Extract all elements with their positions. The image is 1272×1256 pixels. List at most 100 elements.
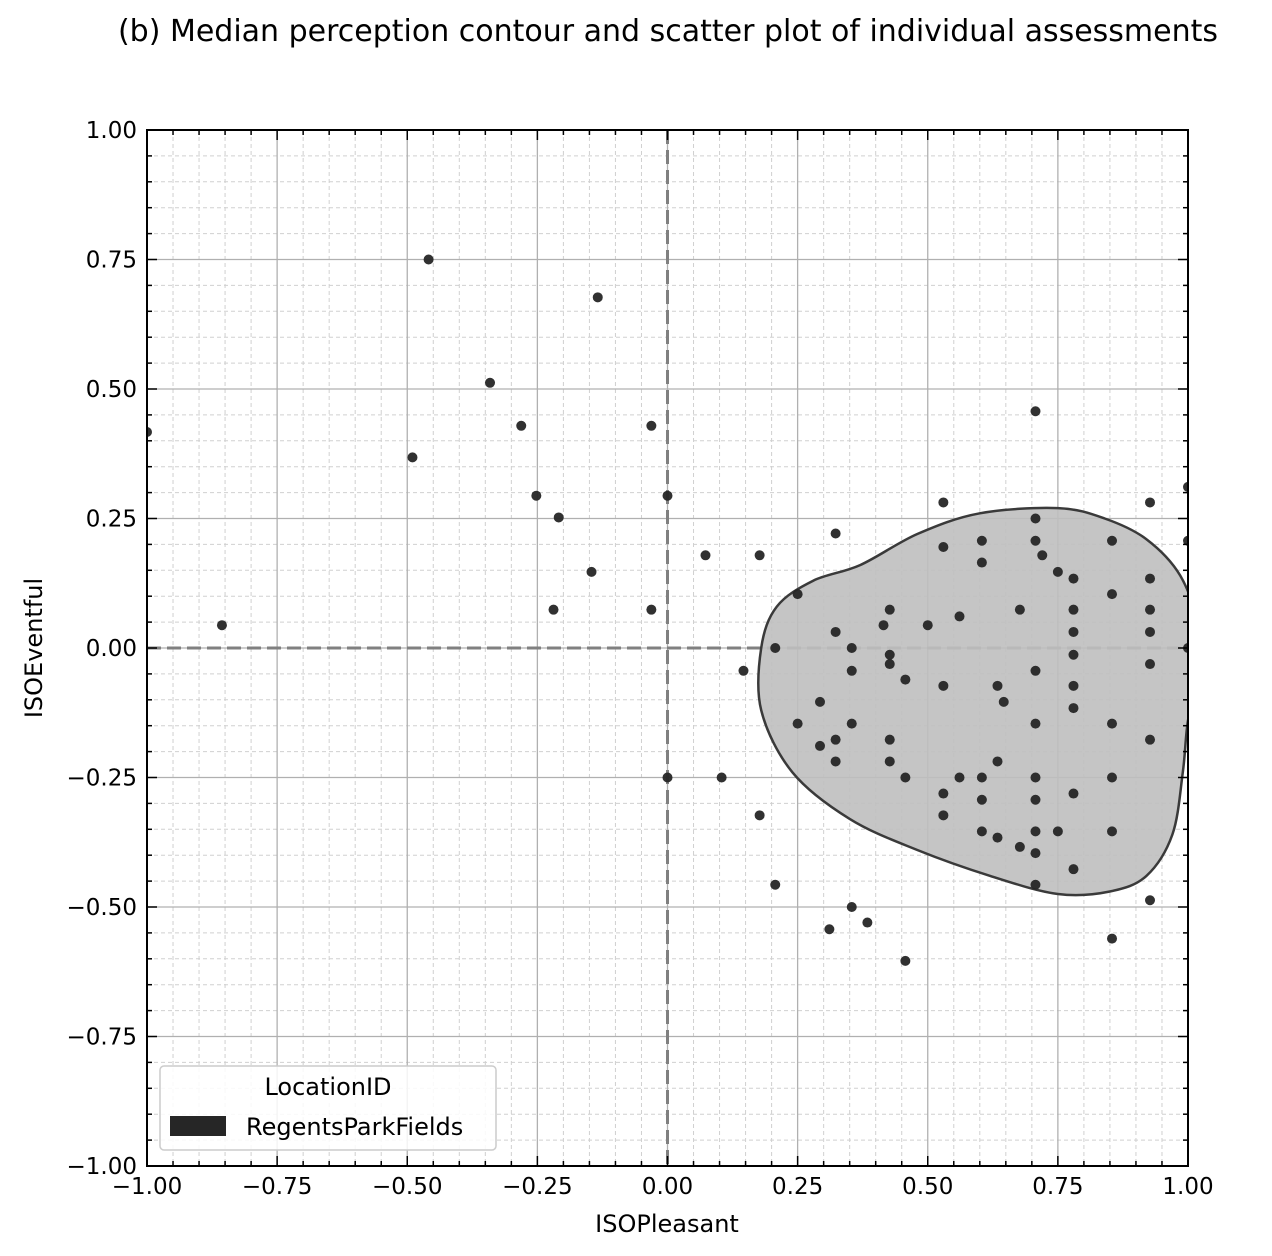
data-point — [592, 292, 603, 303]
data-point — [938, 497, 949, 508]
data-point — [1014, 841, 1025, 852]
legend-entry-regentsparkfields: RegentsParkFields — [246, 1113, 463, 1141]
data-point — [1145, 734, 1156, 745]
data-point — [792, 589, 803, 600]
data-point — [1052, 826, 1063, 837]
x-tick-labels: −1.00 −0.75 −0.50 −0.25 0.00 0.25 0.50 0.75 1.00 — [112, 1174, 1214, 1200]
legend-box — [159, 1065, 497, 1151]
y-tick-label: −0.50 — [67, 895, 137, 921]
data-point — [1183, 535, 1188, 546]
data-point — [700, 550, 711, 561]
data-point — [884, 756, 895, 767]
data-point — [1107, 718, 1118, 729]
data-point — [976, 535, 987, 546]
data-point — [662, 490, 673, 501]
data-point — [1068, 680, 1079, 691]
data-point — [1068, 864, 1079, 875]
data-point — [938, 680, 949, 691]
data-point — [846, 665, 857, 676]
data-point — [824, 924, 835, 935]
data-point — [423, 254, 434, 265]
y-tick-label: 0.00 — [86, 636, 137, 662]
data-point — [1037, 550, 1048, 561]
data-point — [846, 902, 857, 912]
data-point — [1068, 604, 1079, 615]
x-tick-label: 0.00 — [642, 1174, 693, 1200]
data-point — [1052, 566, 1063, 577]
y-tick-label: 0.25 — [86, 507, 137, 533]
data-point — [976, 557, 987, 568]
data-point — [846, 718, 857, 729]
data-point — [976, 826, 987, 837]
data-point — [586, 566, 597, 577]
data-point — [1145, 659, 1156, 670]
data-point — [1107, 772, 1118, 783]
data-point — [1145, 895, 1156, 906]
data-point — [976, 772, 987, 783]
y-tick-label: 0.50 — [86, 377, 137, 403]
data-point — [1145, 626, 1156, 637]
data-point — [1107, 535, 1118, 546]
data-point — [830, 528, 841, 539]
scatter-points — [147, 254, 1188, 966]
median-perception-contour — [756, 506, 1188, 897]
data-point — [553, 512, 564, 523]
data-point — [830, 734, 841, 745]
data-point — [900, 772, 911, 783]
data-point — [1107, 933, 1118, 944]
data-point — [646, 420, 657, 431]
data-point — [992, 680, 1003, 691]
x-tick-label: 0.50 — [902, 1174, 953, 1200]
x-tick-label: 0.25 — [772, 1174, 823, 1200]
legend-title: LocationID — [264, 1073, 391, 1101]
data-point — [531, 490, 542, 501]
data-point — [407, 452, 418, 463]
data-point — [830, 626, 841, 637]
data-point — [846, 643, 857, 653]
x-tick-label: −0.75 — [242, 1174, 312, 1200]
data-point — [548, 604, 559, 615]
data-point — [1068, 649, 1079, 660]
data-point — [1068, 703, 1079, 714]
data-point — [1107, 826, 1118, 837]
y-tick-label: −0.75 — [67, 1025, 137, 1051]
data-point — [998, 696, 1009, 707]
data-point — [1030, 406, 1041, 417]
data-point — [900, 955, 911, 966]
data-point — [216, 620, 227, 631]
data-point — [884, 734, 895, 745]
data-point — [815, 740, 826, 751]
data-point — [938, 541, 949, 552]
data-point — [1030, 513, 1041, 524]
data-point — [938, 810, 949, 821]
data-point — [1030, 826, 1041, 837]
data-point — [830, 756, 841, 767]
legend-swatch — [170, 1116, 226, 1136]
data-point — [1030, 718, 1041, 729]
data-point — [954, 772, 965, 783]
data-point — [1107, 589, 1118, 600]
y-axis-label: ISOEventful — [20, 578, 48, 718]
data-point — [516, 420, 527, 431]
data-point — [1145, 604, 1156, 615]
y-tick-label: 1.00 — [86, 118, 137, 144]
data-point — [738, 665, 749, 676]
legend: LocationID RegentsParkFields — [159, 1065, 497, 1151]
data-point — [770, 879, 781, 890]
data-point — [1030, 848, 1041, 859]
y-tick-label: −0.25 — [67, 766, 137, 792]
data-point — [954, 611, 965, 622]
y-tick-labels: −1.00 −0.75 −0.50 −0.25 0.00 0.25 0.50 0.75 1.00 — [67, 118, 137, 1180]
y-tick-label: −1.00 — [67, 1154, 137, 1180]
data-point — [485, 377, 496, 388]
data-point — [662, 772, 673, 783]
data-point — [754, 550, 765, 561]
data-point — [646, 604, 657, 615]
data-point — [1183, 481, 1188, 492]
data-point — [770, 643, 781, 653]
data-point — [992, 832, 1003, 843]
data-point — [1145, 497, 1156, 508]
data-point — [716, 772, 727, 783]
x-tick-label: −0.50 — [372, 1174, 442, 1200]
data-point — [1068, 573, 1079, 584]
